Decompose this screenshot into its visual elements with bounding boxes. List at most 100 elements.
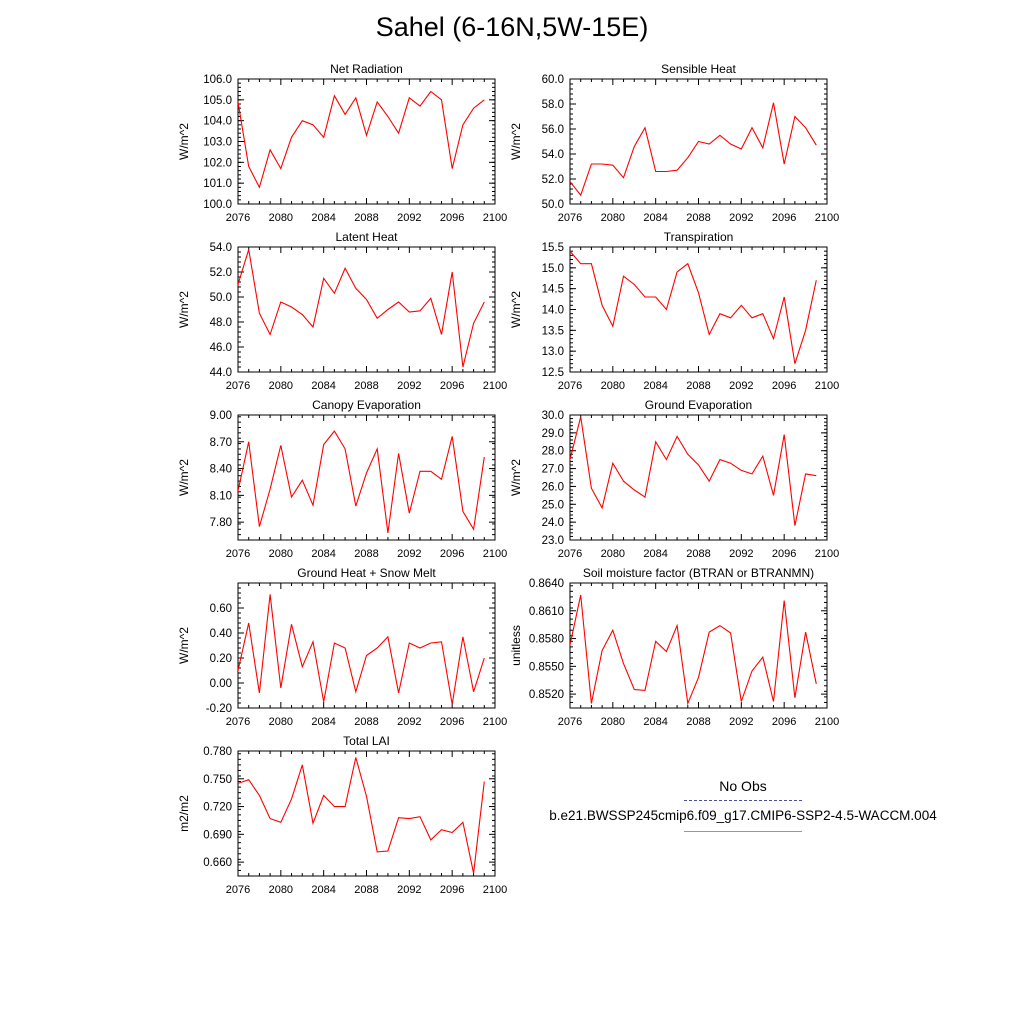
chart-panel-6: Ground Evaporation W/m^2 2076 2080 2084 2088 2… [509,398,839,560]
chart-panel-3: Latent Heat W/m^2 2076 2080 2084 2088 2092 2096… [177,230,507,392]
chart-panel-1: Net Radiation W/m^2 2076 2080 2084 2088 2092 20… [177,62,507,224]
x-tick-label: 2080 [601,380,625,392]
panel-title: Canopy Evaporation [312,398,421,412]
x-tick-label: 2092 [397,380,421,392]
y-tick-label: 28.0 [542,446,564,458]
x-tick-label: 2096 [772,212,796,224]
y-axis-label: W/m^2 [509,291,523,328]
y-tick-label: 0.720 [203,802,232,814]
y-tick-label: 0.8550 [529,661,564,673]
x-tick-label: 2100 [815,212,839,224]
series-line [570,250,817,364]
x-tick-label: 2096 [772,380,796,392]
y-tick-label: 0.20 [210,653,232,665]
y-tick-label: 100.0 [203,199,232,211]
x-tick-label: 2092 [397,548,421,560]
panel-title: Sensible Heat [661,62,736,76]
x-tick-label: 2076 [226,884,250,896]
y-tick-label: 50.0 [542,199,564,211]
x-tick-label: 2100 [815,716,839,728]
legend-model-swatch [684,831,802,832]
y-tick-label: 56.0 [542,124,564,136]
x-tick-label: 2092 [729,716,753,728]
plot-frame [237,78,496,205]
x-tick-label: 2080 [601,548,625,560]
y-tick-label: 101.0 [203,178,232,190]
x-tick-label: 2076 [558,548,582,560]
y-tick-label: 29.0 [542,428,564,440]
x-tick-label: 2096 [440,716,464,728]
x-tick-label: 2088 [686,716,710,728]
figure-title: Sahel (6-16N,5W-15E) [375,12,649,42]
x-tick-label: 2084 [643,380,667,392]
series-line [570,416,817,526]
x-tick-label: 2088 [354,212,378,224]
x-tick-label: 2080 [601,212,625,224]
x-tick-label: 2076 [226,548,250,560]
x-tick-label: 2096 [440,884,464,896]
y-tick-label: 8.10 [210,490,232,502]
y-tick-label: 24.0 [542,517,564,529]
y-tick-label: 25.0 [542,499,564,511]
x-tick-label: 2096 [440,212,464,224]
x-tick-label: 2100 [815,380,839,392]
y-tick-label: 14.5 [542,284,564,296]
chart-panel-2: Sensible Heat W/m^2 2076 2080 2084 2088 2092 20… [509,62,839,224]
y-axis-label: unitless [509,625,523,666]
y-tick-label: 0.60 [210,603,232,615]
y-axis-label: W/m^2 [509,459,523,496]
x-tick-label: 2080 [269,548,293,560]
y-axis-label: W/m^2 [509,123,523,160]
x-tick-label: 2092 [397,884,421,896]
plot-frame [237,414,496,541]
x-tick-label: 2088 [686,212,710,224]
y-tick-label: 0.8610 [529,606,564,618]
x-tick-label: 2080 [269,716,293,728]
y-tick-label: 8.70 [210,437,232,449]
x-tick-label: 2100 [483,212,507,224]
legend-obs-label: No Obs [719,778,767,794]
series-line [238,430,485,533]
plot-frame [237,582,496,709]
x-tick-label: 2092 [729,380,753,392]
y-tick-label: 105.0 [203,95,232,107]
y-tick-label: 103.0 [203,137,232,149]
x-tick-label: 2080 [269,884,293,896]
x-tick-label: 2084 [643,548,667,560]
x-tick-label: 2084 [311,380,335,392]
y-tick-label: 0.00 [210,678,232,690]
x-tick-label: 2076 [558,380,582,392]
x-tick-label: 2076 [558,716,582,728]
x-tick-label: 2096 [772,548,796,560]
x-tick-label: 2088 [354,884,378,896]
y-tick-label: 0.40 [210,628,232,640]
y-tick-label: 12.5 [542,367,564,379]
plot-frame [569,246,828,373]
y-tick-label: 15.0 [542,263,564,275]
y-tick-label: 52.0 [210,267,232,279]
panel-title: Transpiration [664,230,734,244]
x-tick-label: 2084 [643,716,667,728]
x-tick-label: 2092 [729,212,753,224]
plot-frame [237,750,496,877]
x-tick-label: 2084 [311,884,335,896]
y-axis-label: W/m^2 [177,291,191,328]
x-tick-label: 2096 [440,380,464,392]
legend-model-label: b.e21.BWSSP245cmip6.f09_g17.CMIP6-SSP2-4… [549,808,937,823]
x-tick-label: 2080 [601,716,625,728]
x-tick-label: 2100 [815,548,839,560]
legend-obs-swatch [684,800,802,801]
y-axis-label: m2/m2 [177,795,191,832]
x-tick-label: 2080 [269,380,293,392]
panel-title: Ground Evaporation [645,398,752,412]
y-tick-label: 0.660 [203,857,232,869]
y-tick-label: 106.0 [203,74,232,86]
y-tick-label: 13.0 [542,346,564,358]
x-tick-label: 2092 [397,716,421,728]
x-tick-label: 2096 [772,716,796,728]
series-line [570,594,817,706]
x-tick-label: 2076 [226,716,250,728]
y-tick-label: 58.0 [542,99,564,111]
chart-panel-7: Ground Heat + Snow Melt W/m^2 2076 2080 2084… [177,566,507,728]
